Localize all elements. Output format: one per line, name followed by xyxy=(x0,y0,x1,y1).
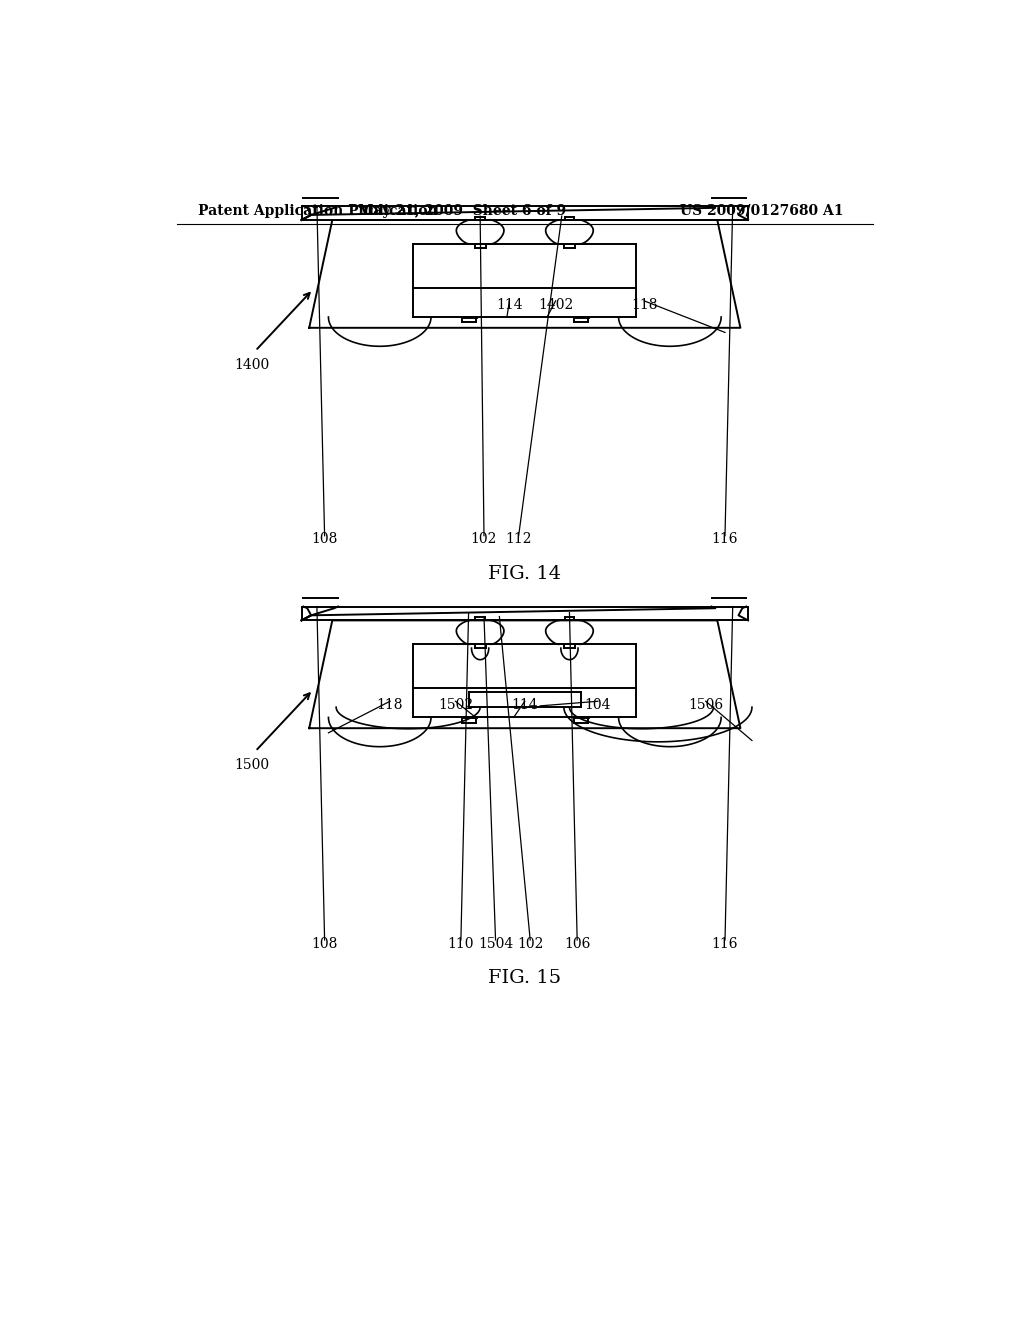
Text: 112: 112 xyxy=(506,532,531,546)
Text: 110: 110 xyxy=(447,937,474,950)
Text: 102: 102 xyxy=(471,532,498,546)
Text: US 2009/0127680 A1: US 2009/0127680 A1 xyxy=(680,203,844,218)
Text: 116: 116 xyxy=(712,937,738,950)
Text: 114: 114 xyxy=(511,698,539,711)
Text: May 21, 2009  Sheet 6 of 9: May 21, 2009 Sheet 6 of 9 xyxy=(357,203,565,218)
Text: 118: 118 xyxy=(377,698,403,711)
Text: 1400: 1400 xyxy=(233,358,269,372)
Text: 108: 108 xyxy=(311,937,338,950)
Text: FIG. 14: FIG. 14 xyxy=(488,565,561,583)
Text: Patent Application Publication: Patent Application Publication xyxy=(199,203,438,218)
Text: 114: 114 xyxy=(496,297,522,312)
Text: 1504: 1504 xyxy=(478,937,513,950)
Text: 116: 116 xyxy=(712,532,738,546)
Text: 104: 104 xyxy=(585,698,611,711)
Text: FIG. 15: FIG. 15 xyxy=(488,969,561,987)
Text: 1506: 1506 xyxy=(688,698,723,711)
Text: 1502: 1502 xyxy=(438,698,473,711)
Text: 102: 102 xyxy=(517,937,544,950)
Text: 118: 118 xyxy=(631,297,657,312)
Text: 106: 106 xyxy=(564,937,591,950)
Text: 108: 108 xyxy=(311,532,338,546)
Text: 1402: 1402 xyxy=(538,297,573,312)
Text: 1500: 1500 xyxy=(233,758,269,772)
